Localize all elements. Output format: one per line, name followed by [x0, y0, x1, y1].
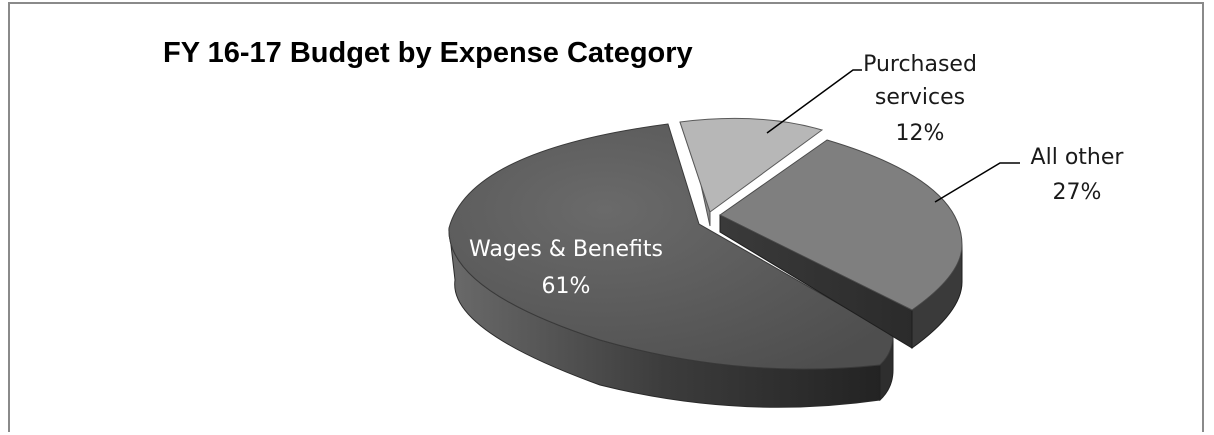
slice-all-other-top — [719, 139, 963, 311]
label-purchased-services-line1: Purchased — [863, 52, 977, 77]
label-purchased-services-line2: services — [875, 85, 965, 110]
slice-purchased-services — [679, 117, 824, 227]
pct-all-other: 27% — [1053, 180, 1102, 205]
label-wages-benefits: Wages & Benefits — [469, 237, 663, 262]
pct-wages-benefits: 61% — [542, 274, 591, 299]
chart-title: FY 16-17 Budget by Expense Category — [163, 37, 693, 69]
slice-purchased-services-top — [679, 117, 824, 213]
leader-line-all-other — [934, 162, 1020, 203]
slice-all-other — [719, 139, 963, 349]
leader-line-purchased-services — [766, 69, 862, 134]
label-all-other: All other — [1031, 145, 1125, 170]
slice-wages-benefits — [448, 123, 894, 408]
pct-purchased-services: 12% — [896, 121, 945, 146]
slice-wages-benefits-top — [448, 123, 894, 370]
